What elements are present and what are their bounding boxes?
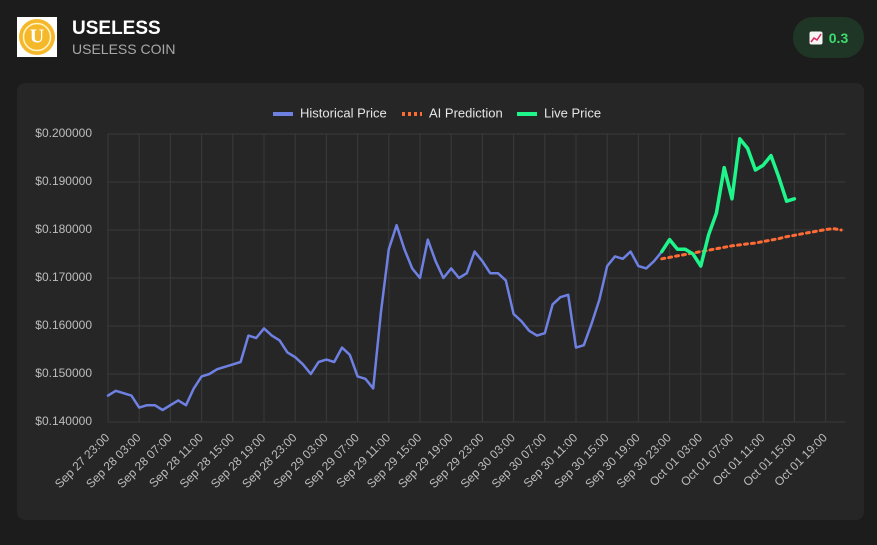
series-line [660, 137, 797, 268]
logo-ring [22, 22, 52, 52]
icon-line [810, 33, 822, 42]
logo-letter: U [30, 26, 44, 48]
coin-subtitle: USELESS COIN [72, 41, 176, 57]
y-tick-label: $0.170000 [35, 270, 92, 284]
badge-value: 0.3 [828, 29, 849, 46]
legend-label: Historical Price [300, 105, 387, 120]
chart-icon [809, 31, 823, 44]
y-tick-label: $0.160000 [35, 318, 92, 332]
chart-card [17, 83, 864, 520]
legend-label: AI Prediction [429, 105, 503, 120]
icon-bg [809, 31, 823, 44]
series-line [660, 227, 843, 261]
logo-coin [19, 19, 55, 55]
legend-label: Live Price [544, 105, 601, 120]
y-tick-label: $0.150000 [35, 366, 92, 380]
coin-title: USELESS [72, 18, 161, 39]
y-tick-label: $0.180000 [35, 222, 92, 236]
coin-logo: U [17, 17, 57, 57]
y-tick-label: $0.140000 [35, 414, 92, 428]
series-line [106, 223, 664, 412]
y-tick-label: $0.190000 [35, 174, 92, 188]
y-tick-label: $0.200000 [35, 126, 92, 140]
change-badge[interactable]: 0.3 [793, 17, 864, 58]
